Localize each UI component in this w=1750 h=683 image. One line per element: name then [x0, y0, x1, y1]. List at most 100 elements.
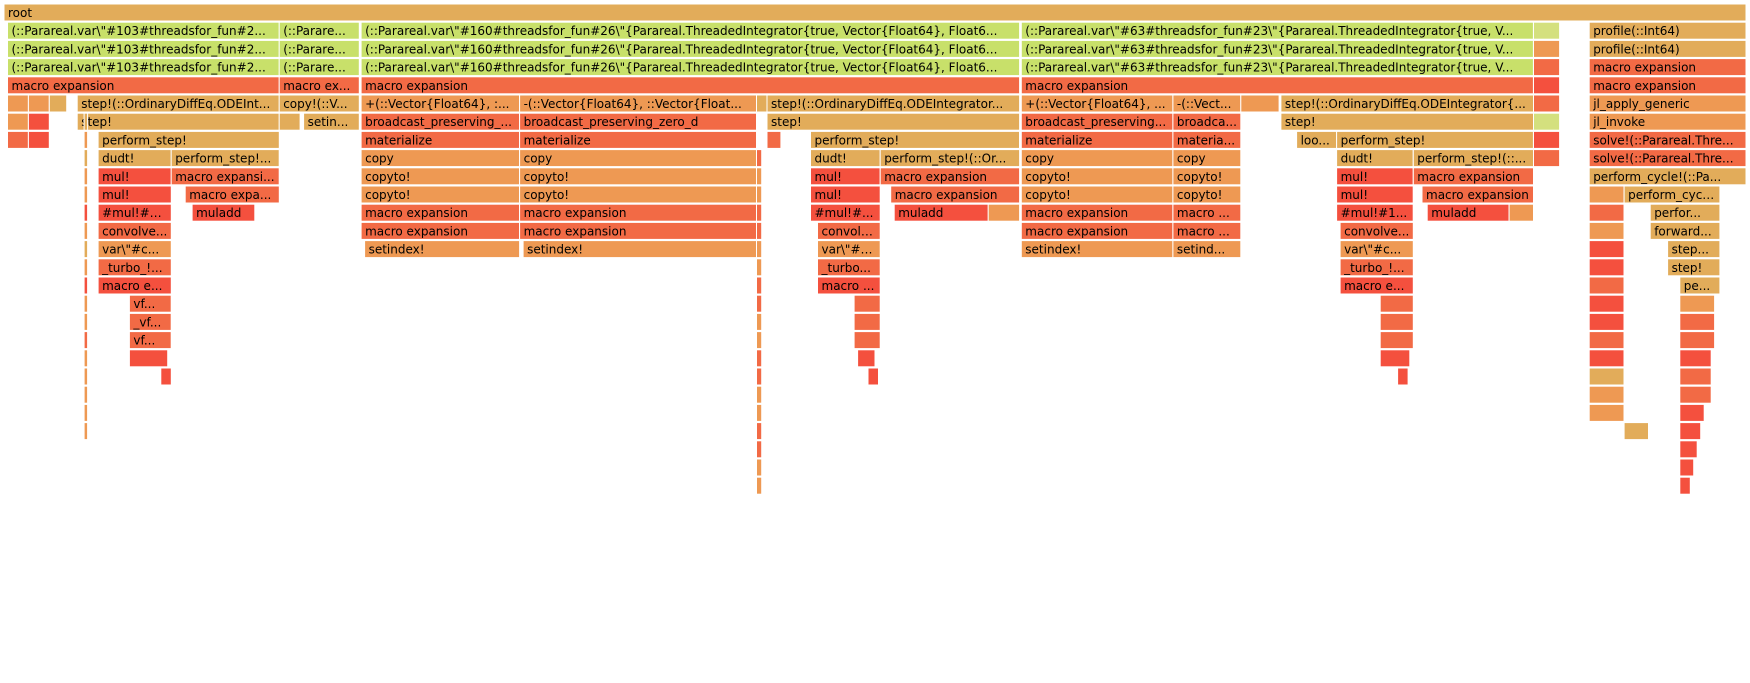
flame-frame[interactable]: macro expansion [1412, 167, 1535, 186]
flame-frame-rect[interactable] [756, 94, 768, 113]
flame-frame-rect[interactable] [83, 331, 89, 350]
flame-frame-rect[interactable] [76, 112, 280, 131]
flame-frame-rect[interactable] [27, 112, 50, 131]
flame-frame[interactable]: (::Parare... [278, 39, 360, 58]
flame-frame[interactable]: setindex! [364, 240, 521, 259]
flame-frame[interactable] [756, 221, 763, 240]
flame-frame-rect[interactable] [83, 294, 89, 313]
flame-frame[interactable] [756, 312, 763, 331]
flame-frame[interactable]: step! [1280, 112, 1535, 131]
flame-frame-rect[interactable] [1649, 221, 1721, 240]
flame-frame[interactable] [1533, 76, 1561, 95]
flame-frame-rect[interactable] [519, 94, 757, 113]
flame-frame[interactable] [1240, 94, 1280, 113]
flame-frame[interactable] [867, 367, 879, 386]
flame-frame-rect[interactable] [128, 331, 172, 350]
flame-frame[interactable] [1397, 367, 1409, 386]
flame-frame-rect[interactable] [1020, 167, 1174, 186]
flame-frame[interactable] [83, 403, 89, 422]
flame-frame[interactable]: (::Parareal.var\"#160#threadsfor_fun#26\… [360, 39, 1021, 58]
flame-frame[interactable] [853, 331, 881, 350]
flame-frame[interactable]: forward... [1649, 221, 1721, 240]
flame-frame[interactable]: macro expansion [1588, 76, 1747, 95]
flame-frame-rect[interactable] [360, 76, 1021, 95]
flame-frame[interactable]: perform_step!(::Or... [879, 149, 1021, 168]
flame-frame-rect[interactable] [97, 221, 172, 240]
flame-frame-rect[interactable] [83, 203, 89, 222]
flame-frame[interactable] [766, 130, 782, 149]
flame-frame-rect[interactable] [756, 294, 763, 313]
flame-frame[interactable]: +(::Vector{Float64}, ... [1020, 94, 1174, 113]
flame-frame-rect[interactable] [756, 422, 763, 441]
flame-frame-rect[interactable] [97, 185, 172, 204]
flame-frame[interactable]: (::Parareal.var\"#160#threadsfor_fun#26\… [360, 58, 1021, 77]
flame-frame-rect[interactable] [1533, 58, 1561, 77]
flame-frame-rect[interactable] [756, 476, 763, 495]
flame-frame[interactable]: macro expansion [7, 76, 280, 95]
flame-frame-rect[interactable] [83, 312, 89, 331]
flame-frame-rect[interactable] [1426, 203, 1510, 222]
flame-frame-rect[interactable] [7, 39, 280, 58]
flame-frame[interactable] [1588, 385, 1625, 404]
flame-frame[interactable]: -(::Vector{Float64}, ::Vector{Float... [519, 94, 757, 113]
flame-frame[interactable] [1679, 422, 1702, 441]
flame-frame[interactable] [1588, 294, 1625, 313]
flame-frame-rect[interactable] [1588, 76, 1747, 95]
flame-frame-rect[interactable] [853, 331, 881, 350]
flame-frame-rect[interactable] [1020, 76, 1534, 95]
flame-frame-rect[interactable] [1172, 221, 1242, 240]
flame-frame-rect[interactable] [7, 94, 29, 113]
flame-frame[interactable]: macro expansion [1020, 221, 1174, 240]
flame-frame[interactable] [1588, 185, 1625, 204]
flame-frame-rect[interactable] [1172, 112, 1242, 131]
flame-frame-rect[interactable] [360, 112, 521, 131]
flame-frame[interactable]: perform_step!(::... [1412, 149, 1535, 168]
flame-frame-rect[interactable] [1679, 294, 1716, 313]
flame-frame-rect[interactable] [1339, 221, 1414, 240]
flame-frame[interactable]: copyto! [1172, 167, 1242, 186]
flame-frame[interactable]: step!(::OrdinaryDiffEq.ODEInt... [76, 94, 280, 113]
flame-frame-rect[interactable] [1588, 94, 1747, 113]
flame-frame[interactable]: dudt! [1336, 149, 1414, 168]
flame-frame[interactable]: step... [1667, 240, 1721, 259]
flame-frame[interactable] [7, 94, 29, 113]
flame-frame[interactable] [27, 130, 50, 149]
flame-frame-rect[interactable] [360, 94, 521, 113]
flame-frame[interactable] [1588, 403, 1625, 422]
flame-frame-rect[interactable] [1588, 385, 1625, 404]
flame-frame[interactable]: copyto! [360, 185, 521, 204]
flame-frame[interactable] [987, 203, 1021, 222]
flame-frame[interactable] [27, 112, 50, 131]
flame-frame-rect[interactable] [1020, 203, 1174, 222]
flame-frame[interactable] [1679, 331, 1716, 350]
flame-frame[interactable] [1588, 312, 1625, 331]
flame-frame[interactable]: copyto! [1020, 185, 1174, 204]
flame-frame-rect[interactable] [303, 112, 360, 131]
flame-frame[interactable] [756, 349, 763, 368]
flame-frame[interactable]: +(::Vector{Float64}, :... [360, 94, 521, 113]
flame-frame[interactable] [83, 221, 89, 240]
flame-frame-rect[interactable] [893, 203, 989, 222]
flame-frame[interactable]: perform_step! [810, 130, 1020, 149]
flame-frame[interactable]: copy [519, 149, 757, 168]
flame-frame[interactable]: copy!(::V... [278, 94, 360, 113]
flame-frame[interactable]: (::Parareal.var\"#63#threadsfor_fun#23\"… [1020, 39, 1534, 58]
flame-frame[interactable]: macro expansion [1421, 185, 1534, 204]
flame-frame-rect[interactable] [867, 367, 879, 386]
flame-frame[interactable] [1588, 331, 1625, 350]
flame-frame-rect[interactable] [1336, 149, 1414, 168]
flame-frame-rect[interactable] [83, 403, 89, 422]
flame-frame-rect[interactable] [810, 130, 1020, 149]
flame-frame-rect[interactable] [810, 203, 881, 222]
flame-frame-rect[interactable] [519, 185, 757, 204]
flame-frame-rect[interactable] [1588, 403, 1625, 422]
flame-frame[interactable]: setindex! [522, 240, 757, 259]
flame-frame[interactable]: perform_cyc… [1623, 185, 1721, 204]
flame-frame-rect[interactable] [1336, 185, 1414, 204]
flame-frame-rect[interactable] [1588, 258, 1625, 277]
flame-frame-rect[interactable] [1649, 203, 1721, 222]
flame-frame[interactable] [83, 367, 89, 386]
flame-frame[interactable] [48, 94, 68, 113]
flame-frame-rect[interactable] [1588, 367, 1625, 386]
flame-frame[interactable] [83, 385, 89, 404]
